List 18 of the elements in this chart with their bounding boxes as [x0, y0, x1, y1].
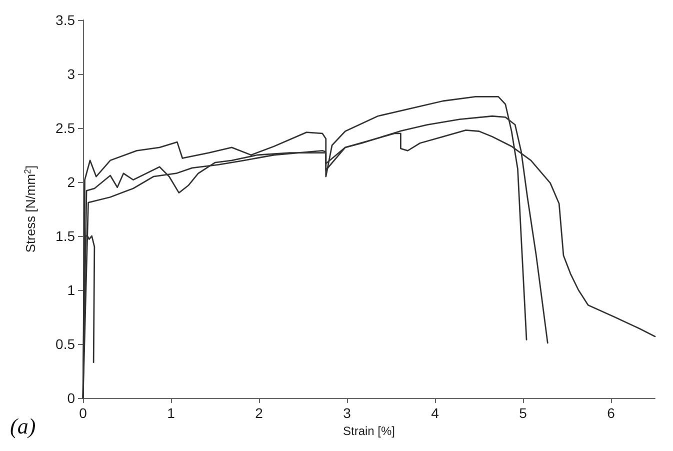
y-tick-label: 0 — [67, 390, 76, 406]
x-tick-label: 0 — [79, 405, 88, 421]
y-tick-label: 1.5 — [56, 228, 76, 244]
y-axis-title: Stress [N/mm2] — [22, 165, 38, 253]
x-tick-label: 1 — [167, 405, 176, 421]
y-tick-label: 3.5 — [56, 12, 76, 28]
y-tick-label: 2.5 — [56, 120, 76, 136]
y-tick-label: 3 — [67, 66, 76, 82]
x-tick-label: 2 — [255, 405, 264, 421]
y-tick-label: 2 — [67, 174, 76, 190]
y-tick-label: 1 — [67, 282, 76, 298]
x-tick-label: 3 — [343, 405, 352, 421]
x-axis-title: Strain [%] — [342, 424, 396, 438]
text: (a) — [10, 414, 36, 438]
x-tick-label: 6 — [607, 405, 616, 421]
x-tick-label: 5 — [519, 405, 528, 421]
y-tick-label: 0.5 — [56, 336, 76, 352]
x-tick-label: 4 — [431, 405, 440, 421]
